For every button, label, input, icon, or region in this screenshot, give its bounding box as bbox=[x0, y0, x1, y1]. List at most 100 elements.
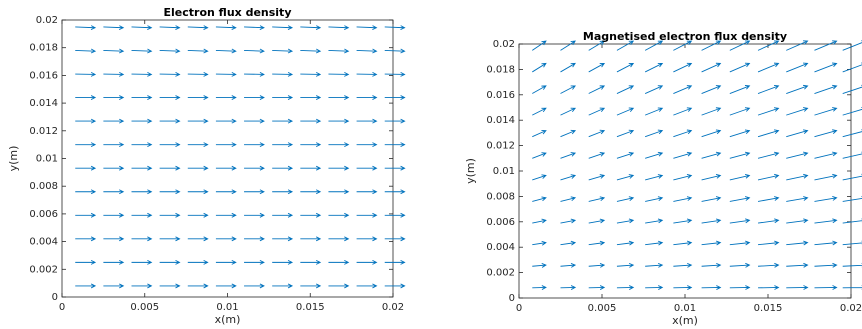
arrow bbox=[300, 71, 322, 77]
arrow bbox=[215, 259, 237, 265]
arrow bbox=[187, 95, 209, 100]
arrow bbox=[215, 142, 237, 148]
arrow bbox=[673, 196, 693, 202]
arrow bbox=[300, 48, 322, 54]
y-tick-label: 0.008 bbox=[29, 181, 58, 192]
arrow bbox=[384, 25, 406, 30]
arrow bbox=[701, 262, 722, 268]
arrow bbox=[701, 218, 722, 224]
arrow bbox=[645, 129, 664, 138]
arrow bbox=[215, 48, 237, 54]
arrow bbox=[300, 95, 322, 100]
x-axis-label: x(m) bbox=[672, 314, 698, 327]
arrow bbox=[187, 25, 209, 30]
arrow bbox=[187, 48, 209, 54]
arrow bbox=[673, 129, 693, 138]
arrow bbox=[131, 283, 153, 289]
arrow bbox=[701, 173, 722, 181]
arrow bbox=[272, 165, 294, 171]
arrow bbox=[215, 236, 237, 242]
arrow bbox=[701, 196, 722, 202]
arrow bbox=[103, 142, 125, 148]
arrow bbox=[616, 107, 635, 116]
arrow bbox=[786, 218, 809, 224]
arrow bbox=[729, 218, 751, 224]
arrow bbox=[729, 196, 751, 202]
arrow bbox=[560, 152, 577, 159]
arrow bbox=[532, 218, 547, 224]
arrow bbox=[103, 25, 125, 30]
arrow bbox=[356, 259, 378, 265]
arrow bbox=[758, 262, 780, 268]
arrow bbox=[560, 85, 577, 94]
arrow bbox=[356, 71, 378, 77]
arrow bbox=[356, 283, 378, 289]
x-tick-label: 0.005 bbox=[588, 303, 617, 314]
arrow bbox=[328, 95, 350, 100]
arrow bbox=[588, 218, 606, 224]
arrow bbox=[532, 196, 547, 202]
arrow bbox=[244, 25, 265, 30]
arrow bbox=[75, 189, 97, 195]
arrow bbox=[701, 129, 722, 138]
arrow bbox=[131, 25, 153, 30]
arrow bbox=[588, 107, 606, 116]
arrow bbox=[588, 152, 606, 159]
arrow bbox=[244, 165, 265, 171]
arrow bbox=[103, 236, 125, 242]
arrow bbox=[645, 196, 664, 202]
y-tick-label: 0.014 bbox=[29, 98, 58, 109]
arrow bbox=[356, 25, 378, 30]
arrow bbox=[103, 95, 125, 100]
arrow bbox=[560, 218, 577, 224]
arrow bbox=[159, 212, 181, 218]
arrow bbox=[272, 25, 294, 30]
arrow bbox=[729, 129, 751, 138]
arrow bbox=[300, 142, 322, 148]
arrow bbox=[532, 152, 547, 159]
arrow bbox=[356, 165, 378, 171]
arrow bbox=[131, 48, 153, 54]
arrow bbox=[75, 71, 97, 77]
arrow bbox=[187, 189, 209, 195]
y-tick-label: 0.016 bbox=[29, 70, 58, 81]
arrow bbox=[328, 118, 350, 124]
arrow bbox=[532, 174, 547, 181]
arrow bbox=[75, 212, 97, 218]
y-tick-label: 0.008 bbox=[486, 191, 515, 202]
arrow bbox=[588, 40, 606, 51]
arrow bbox=[215, 95, 237, 100]
arrow bbox=[328, 48, 350, 54]
x-tick-label: 0 bbox=[59, 302, 65, 313]
arrow bbox=[244, 189, 265, 195]
arrow bbox=[328, 259, 350, 265]
arrow bbox=[616, 240, 635, 246]
arrow bbox=[384, 283, 406, 289]
arrow bbox=[560, 40, 576, 51]
arrow bbox=[75, 283, 97, 289]
arrow bbox=[384, 71, 406, 77]
arrow bbox=[729, 285, 751, 290]
arrow bbox=[616, 174, 635, 181]
arrow bbox=[131, 236, 153, 242]
arrow bbox=[215, 165, 237, 171]
y-tick-label: 0.002 bbox=[29, 264, 58, 275]
arrow bbox=[616, 196, 635, 202]
arrow bbox=[244, 212, 265, 218]
arrow bbox=[786, 129, 809, 138]
arrow bbox=[244, 71, 265, 77]
arrow bbox=[103, 212, 125, 218]
y-tick-label: 0.004 bbox=[29, 237, 58, 248]
arrow bbox=[814, 84, 838, 94]
arrow bbox=[644, 85, 664, 94]
arrow bbox=[757, 196, 780, 202]
arrow bbox=[757, 40, 780, 51]
y-tick-label: 0 bbox=[52, 292, 58, 303]
arrow bbox=[328, 165, 350, 171]
arrow bbox=[673, 40, 693, 51]
y-axis-label: y(m) bbox=[464, 158, 477, 184]
arrow bbox=[159, 283, 181, 289]
x-tick-label: 0.005 bbox=[130, 302, 159, 313]
arrow bbox=[300, 236, 322, 242]
arrow bbox=[300, 259, 322, 265]
